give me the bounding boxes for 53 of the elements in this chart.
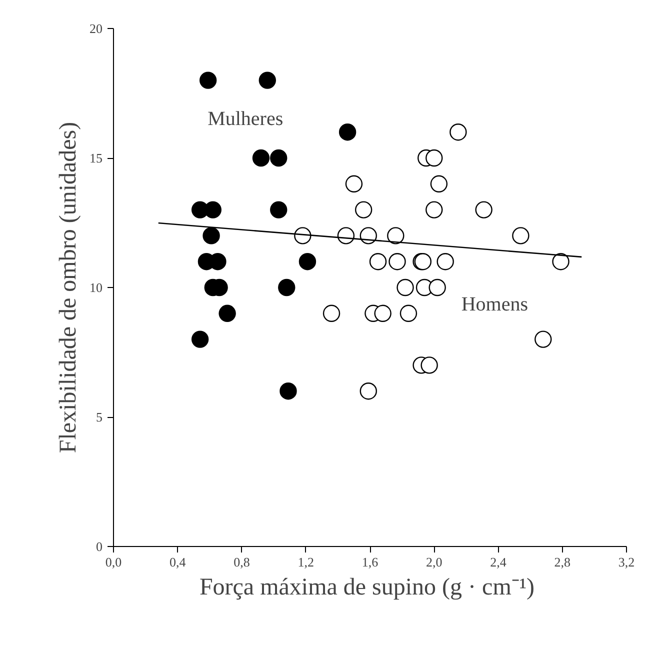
x-axis-title: Força máxima de supino (g · cm⁻¹) [199, 574, 535, 600]
point [388, 253, 406, 270]
point [258, 72, 276, 89]
y-tick-label: 10 [90, 280, 102, 295]
point [430, 175, 448, 192]
point [280, 382, 297, 400]
point [202, 227, 220, 244]
x-tick-label: 0,8 [234, 554, 250, 570]
point [428, 278, 446, 296]
point [337, 227, 355, 244]
x-tick-label: 3,2 [618, 554, 635, 570]
point [360, 382, 377, 400]
annotation: Mulheres [208, 108, 284, 130]
point [278, 278, 296, 296]
x-tick-label: 0,0 [105, 554, 122, 570]
point [191, 330, 209, 348]
y-tick-label: 5 [96, 410, 102, 424]
point [322, 304, 340, 322]
point [252, 149, 270, 167]
point [360, 227, 377, 244]
point [369, 253, 387, 270]
point [354, 201, 372, 218]
annotation: Homens [461, 294, 528, 316]
point [512, 227, 530, 244]
y-axis-title: Flexibilidade de ombro (unidades) [56, 122, 82, 454]
x-tick-label: 1,6 [362, 554, 379, 570]
point [338, 124, 356, 141]
point [420, 356, 438, 374]
point [298, 253, 316, 270]
point [534, 330, 552, 348]
point [218, 304, 236, 322]
point [426, 149, 443, 167]
point [270, 201, 288, 218]
y-tick-label: 0 [96, 539, 102, 554]
point [396, 278, 414, 296]
x-tick-label: 1,2 [298, 554, 314, 570]
point [475, 201, 492, 218]
point [426, 201, 443, 218]
point [199, 72, 217, 89]
point [400, 304, 418, 322]
point [552, 253, 570, 270]
point [450, 124, 467, 141]
x-tick-label: 0,4 [170, 554, 186, 570]
y-tick-label: 15 [90, 150, 102, 166]
y-tick-label: 20 [90, 21, 102, 36]
x-tick-label: 2,4 [490, 554, 507, 570]
x-tick-label: 2,8 [554, 554, 570, 570]
point [270, 149, 288, 167]
point [374, 304, 392, 322]
point [436, 253, 454, 270]
point [345, 175, 363, 192]
x-tick-label: 2,0 [426, 554, 442, 570]
point [387, 227, 404, 244]
